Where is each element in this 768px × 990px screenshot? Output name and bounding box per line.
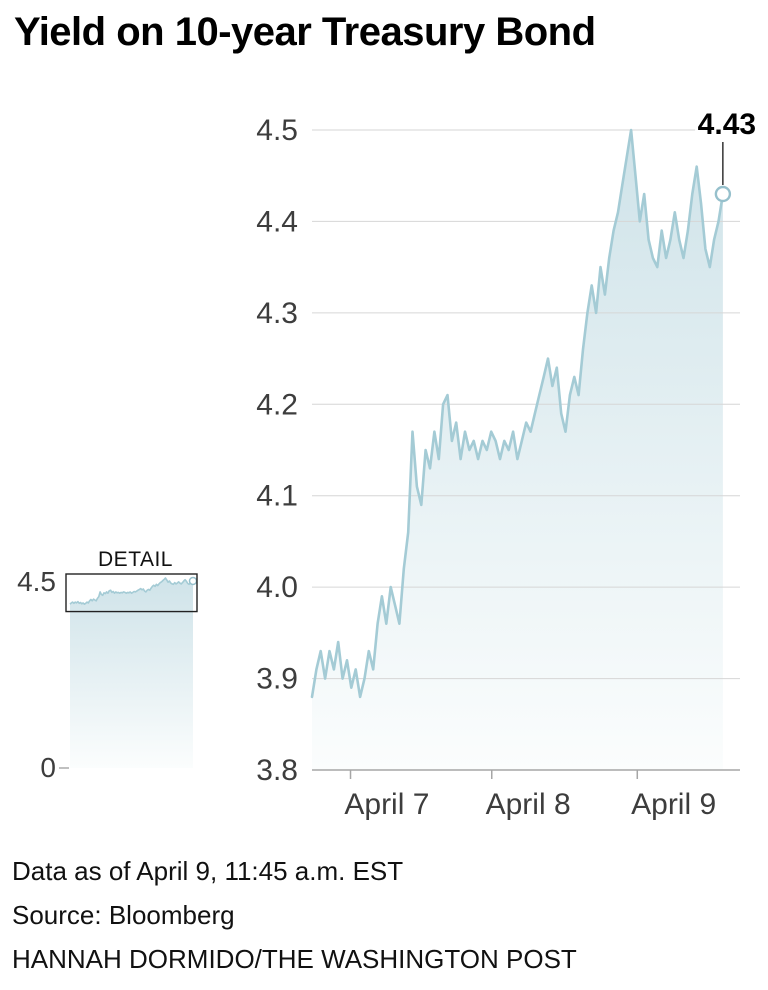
detail-ytick-top: 4.5 <box>17 566 56 597</box>
y-tick-label: 4.3 <box>256 297 298 330</box>
detail-zoom-box <box>65 573 198 613</box>
y-tick-label: 4.1 <box>256 480 298 513</box>
y-tick-label: 4.5 <box>256 114 298 147</box>
detail-yield-line <box>69 577 194 605</box>
byline: HANNAH DORMIDO/THE WASHINGTON POST <box>12 944 577 974</box>
endpoint-marker <box>714 185 732 203</box>
y-tick-label: 4.4 <box>256 205 298 238</box>
detail-endpoint-marker <box>188 576 198 586</box>
detail-inset-title: DETAIL <box>98 548 173 571</box>
detail-ytick-bottom: 0 <box>40 752 56 783</box>
x-tick-label: April 9 <box>631 788 716 821</box>
source-note: Source: Bloomberg <box>12 900 235 930</box>
chart-title: Yield on 10-year Treasury Bond <box>14 10 596 54</box>
area-fill <box>312 130 723 770</box>
y-tick-label: 3.8 <box>256 754 298 787</box>
detail-area-fill <box>70 578 193 768</box>
chart-footer: Data as of April 9, 11:45 a.m. EST Sourc… <box>12 856 577 988</box>
chart-svg: 3.8 3.9 4.0 4.1 4.2 4.3 4.4 4.5 April 7 April 8 Ap… <box>17 108 757 821</box>
y-tick-label: 4.0 <box>256 571 298 604</box>
x-tick-label: April 7 <box>344 788 429 821</box>
y-tick-label: 4.2 <box>256 388 298 421</box>
y-tick-label: 3.9 <box>256 663 298 696</box>
yield-line <box>310 128 725 699</box>
endpoint-value-label: 4.43 <box>698 108 756 141</box>
x-tick-label: April 8 <box>486 788 571 821</box>
data-asof-note: Data as of April 9, 11:45 a.m. EST <box>12 856 404 886</box>
